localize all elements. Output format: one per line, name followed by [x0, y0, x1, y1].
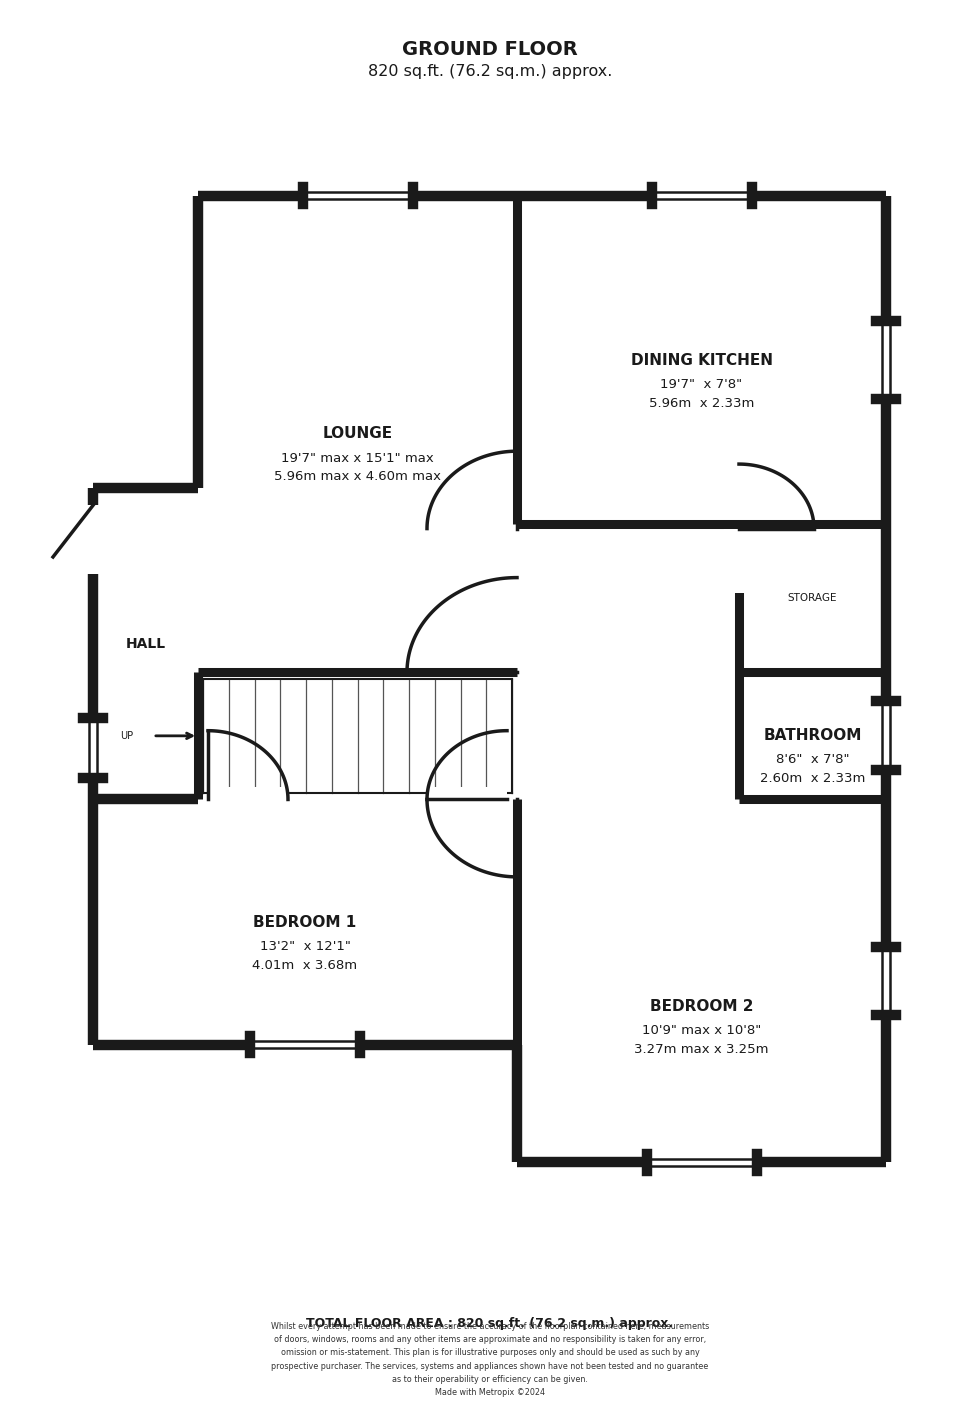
- Text: 13'2"  x 12'1": 13'2" x 12'1": [260, 940, 351, 952]
- Text: UP: UP: [120, 731, 133, 741]
- Bar: [876, 701, 896, 770]
- Bar: [876, 947, 896, 1015]
- Bar: [78, 506, 108, 574]
- Text: HALL: HALL: [125, 637, 166, 651]
- Text: BATHROOM: BATHROOM: [763, 728, 861, 744]
- Polygon shape: [198, 524, 517, 673]
- Polygon shape: [198, 673, 517, 800]
- Text: 8'6"  x 7'8": 8'6" x 7'8": [776, 754, 850, 767]
- Polygon shape: [198, 196, 886, 524]
- Polygon shape: [517, 800, 886, 1162]
- Text: TOTAL FLOOR AREA : 820 sq.ft. (76.2 sq.m.) approx.: TOTAL FLOOR AREA : 820 sq.ft. (76.2 sq.m…: [307, 1317, 673, 1331]
- Text: DINING KITCHEN: DINING KITCHEN: [630, 353, 772, 367]
- Bar: [652, 187, 752, 204]
- Text: 5.96m  x 2.33m: 5.96m x 2.33m: [649, 397, 755, 410]
- Text: LOUNGE: LOUNGE: [322, 427, 393, 441]
- Text: GROUND FLOOR: GROUND FLOOR: [402, 40, 578, 60]
- Bar: [303, 187, 413, 204]
- Text: 5.96m max x 4.60m max: 5.96m max x 4.60m max: [274, 470, 441, 484]
- Bar: [724, 528, 754, 593]
- Bar: [83, 718, 103, 778]
- Text: 3.27m max x 3.25m: 3.27m max x 3.25m: [634, 1044, 768, 1057]
- Text: 19'7" max x 15'1" max: 19'7" max x 15'1" max: [281, 451, 434, 464]
- Text: BEDROOM 2: BEDROOM 2: [650, 1000, 754, 1014]
- Text: STORAGE: STORAGE: [788, 593, 837, 603]
- Bar: [250, 1035, 360, 1054]
- Bar: [427, 787, 507, 813]
- Text: 4.01m  x 3.68m: 4.01m x 3.68m: [253, 958, 358, 971]
- Bar: [208, 787, 288, 813]
- Text: Whilst every attempt has been made to ensure the accuracy of the floorplan conta: Whilst every attempt has been made to en…: [270, 1322, 710, 1397]
- Polygon shape: [739, 524, 886, 800]
- Bar: [502, 528, 532, 605]
- Bar: [876, 321, 896, 398]
- Text: 19'7"  x 7'8": 19'7" x 7'8": [661, 377, 743, 391]
- Text: 10'9" max x 10'8": 10'9" max x 10'8": [642, 1024, 761, 1037]
- Text: 820 sq.ft. (76.2 sq.m.) approx.: 820 sq.ft. (76.2 sq.m.) approx.: [368, 64, 612, 79]
- Bar: [647, 1154, 757, 1171]
- Text: BEDROOM 1: BEDROOM 1: [254, 914, 357, 930]
- Polygon shape: [93, 488, 198, 800]
- Text: 2.60m  x 2.33m: 2.60m x 2.33m: [760, 773, 865, 785]
- Polygon shape: [93, 800, 517, 1044]
